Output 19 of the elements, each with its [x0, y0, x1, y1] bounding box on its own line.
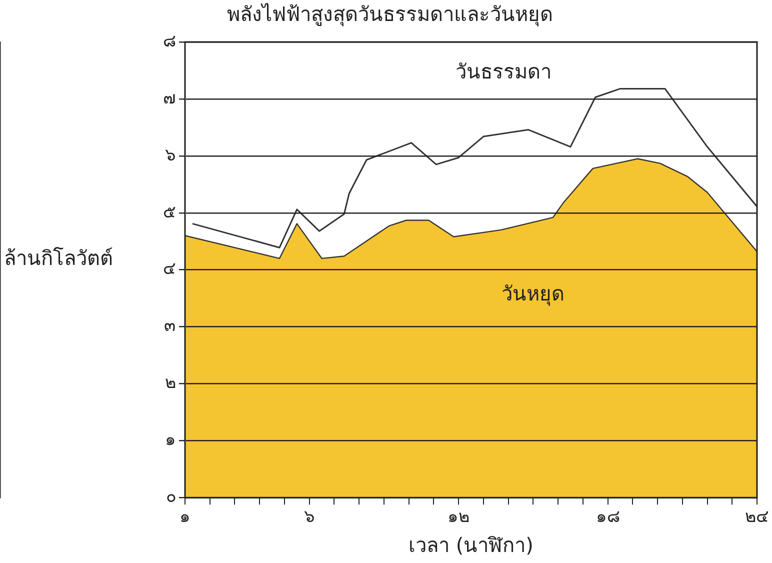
chart-title: พลังไฟฟ้าสูงสุดวันธรรมดาและวันหยุด [227, 2, 553, 28]
y-tick-label: ๓ [164, 316, 176, 336]
y-tick-label: ๖ [165, 145, 176, 166]
y-tick-label: ๑ [165, 430, 176, 450]
x-tick-label: ๖ [304, 507, 315, 528]
text: วันธรรมดา [455, 60, 552, 84]
x-axis-title: เวลา (นาฬิกา) [408, 533, 534, 558]
y-tick-label: ๒ [165, 373, 176, 394]
y-tick-label: ๗ [163, 88, 176, 108]
y-tick-label: ๘ [163, 31, 176, 52]
y-tick-label: ๕ [163, 202, 176, 222]
y-tick-label: ๔ [163, 259, 176, 280]
x-tick-label: ๑๘ [596, 507, 620, 528]
y-axis-title: ล้านกิโลวัตต์ [4, 246, 113, 270]
x-tick-label: ๑๒ [448, 507, 470, 528]
y-tick-label: ๐ [166, 487, 176, 508]
series-label: วันหยุด [502, 282, 565, 307]
x-tick-label: ๑ [180, 507, 190, 528]
x-tick-label: ๒๔ [745, 507, 769, 528]
